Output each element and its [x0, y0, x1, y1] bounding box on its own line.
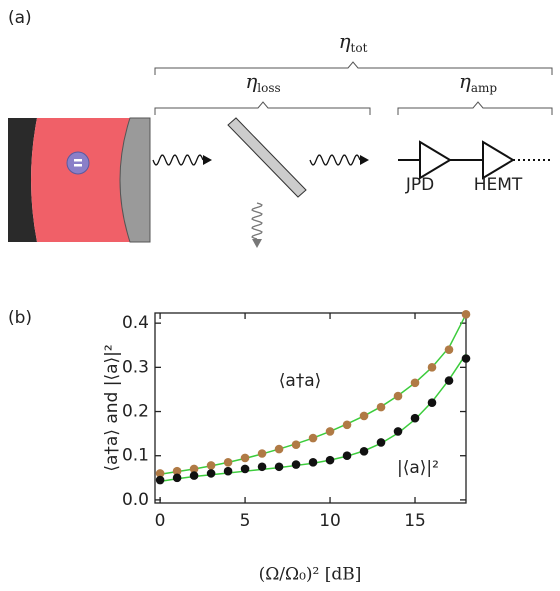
- y-tick-label: 0.1: [122, 446, 149, 466]
- y-tick-label: 0.2: [122, 402, 149, 422]
- data-point: [461, 354, 471, 363]
- amplifier: [482, 140, 515, 180]
- data-point: [189, 464, 199, 474]
- brace-tot: [154, 61, 553, 75]
- efficiency-subscript: loss: [257, 81, 280, 95]
- data-point: [274, 444, 284, 454]
- amplifier: [419, 140, 452, 180]
- data-point: [155, 469, 165, 478]
- data-point: [274, 462, 284, 472]
- x-tick-label: 15: [404, 511, 426, 531]
- ion-mark: [74, 164, 82, 167]
- efficiency-symbol: η: [245, 69, 257, 93]
- y-tick-label: 0.3: [122, 357, 149, 377]
- efficiency-label: ηtot: [339, 29, 368, 55]
- data-point: [393, 427, 403, 436]
- data-point: [155, 475, 165, 485]
- brace-loss: [154, 101, 371, 115]
- braces: [154, 61, 553, 115]
- data-point: [325, 427, 335, 436]
- x-tick-label: 0: [155, 511, 166, 531]
- data-point: [257, 462, 267, 472]
- data-point: [291, 460, 301, 469]
- efficiency-label: ηamp: [459, 69, 498, 95]
- data-point: [172, 466, 182, 476]
- data-point: [257, 449, 267, 458]
- data-point: [308, 458, 318, 467]
- mirror-left: [8, 118, 37, 242]
- panel-label: (b): [8, 308, 32, 328]
- data-point: [240, 453, 250, 463]
- ion: [66, 151, 90, 175]
- amp-label: JPD: [405, 175, 434, 195]
- data-point: [359, 411, 369, 421]
- efficiency-subscript: tot: [351, 41, 368, 55]
- data-point: [410, 378, 420, 388]
- photon-arrow: [203, 155, 212, 165]
- cavity-mode: [31, 118, 130, 242]
- panel-label: (a): [8, 8, 32, 28]
- beamsplitter: [227, 117, 307, 198]
- data-point: [206, 469, 216, 478]
- data-point: [376, 402, 386, 412]
- fit-line: [159, 313, 467, 476]
- y-axis-label: ⟨a†a⟩ and |⟨a⟩|²: [102, 344, 122, 471]
- y-tick-label: 0.4: [122, 313, 149, 333]
- plot-frame: [154, 312, 467, 504]
- ion-mark: [74, 159, 82, 162]
- data-point: [206, 461, 216, 470]
- data-point: [291, 440, 301, 449]
- data-point: [461, 310, 471, 319]
- photon-arrow: [252, 239, 262, 248]
- data-point: [223, 466, 233, 476]
- data-point: [359, 447, 369, 456]
- efficiency-symbol: η: [459, 69, 471, 93]
- data-point: [427, 398, 437, 407]
- brace-amp: [397, 101, 553, 115]
- efficiency-subscript: amp: [471, 81, 498, 95]
- data-point: [393, 391, 403, 401]
- series-label: |⟨a⟩|²: [397, 458, 439, 478]
- data-point: [308, 433, 318, 443]
- data-point: [189, 471, 199, 480]
- y-tick-label: 0.0: [122, 490, 149, 510]
- mirror-right: [119, 117, 151, 243]
- efficiency-label: ηloss: [245, 69, 280, 95]
- x-tick-label: 5: [240, 511, 251, 531]
- x-axis-label: (Ω/Ω₀)² [dB]: [259, 565, 362, 585]
- x-tick-label: 10: [319, 511, 341, 531]
- photon: [251, 202, 263, 240]
- data-point: [427, 363, 437, 372]
- data-point: [444, 345, 454, 354]
- photon-arrow: [360, 155, 369, 165]
- photon: [152, 154, 204, 166]
- photon: [309, 154, 361, 166]
- data-point: [172, 473, 182, 483]
- series-label: ⟨a†a⟩: [279, 371, 322, 391]
- amp-label: HEMT: [474, 175, 523, 195]
- data-point: [410, 413, 420, 423]
- data-point: [342, 420, 352, 430]
- data-point: [223, 458, 233, 467]
- data-point: [240, 464, 250, 474]
- data-point: [376, 438, 386, 447]
- amplifier-chain: [398, 140, 552, 180]
- data-point: [325, 455, 335, 465]
- data-point: [444, 376, 454, 385]
- efficiency-symbol: η: [339, 29, 351, 53]
- data-point: [342, 451, 352, 461]
